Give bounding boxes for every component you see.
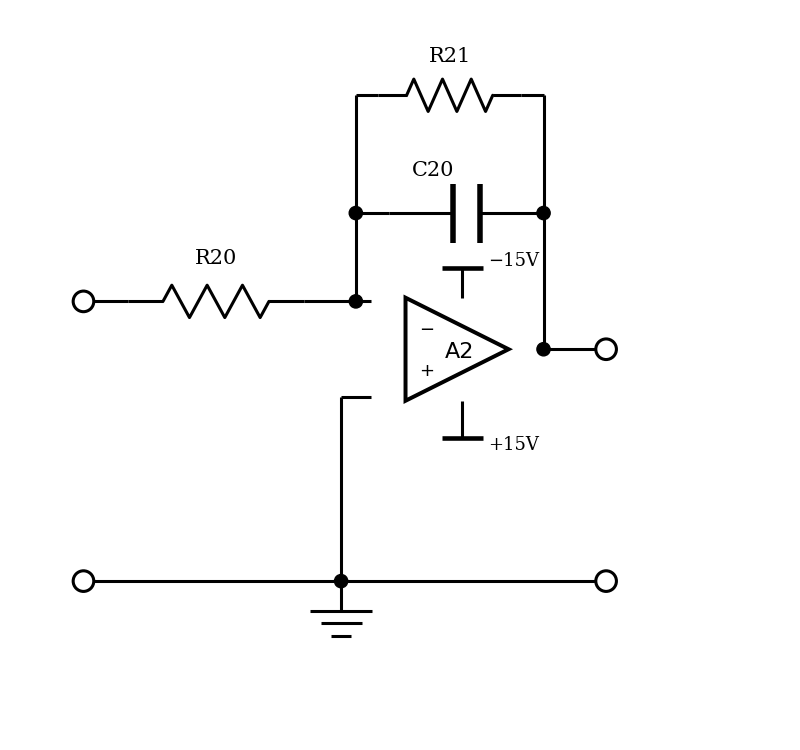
Text: $+$: $+$ — [418, 362, 434, 380]
Circle shape — [537, 206, 550, 220]
Circle shape — [350, 206, 362, 220]
Text: R21: R21 — [429, 46, 471, 66]
Text: $-$: $-$ — [418, 319, 434, 337]
Text: C20: C20 — [412, 161, 454, 180]
Text: +15V: +15V — [488, 436, 539, 454]
Text: −15V: −15V — [488, 252, 539, 270]
Circle shape — [537, 343, 550, 355]
Text: A2: A2 — [445, 342, 474, 362]
Circle shape — [334, 574, 348, 588]
Circle shape — [350, 295, 362, 308]
Text: R20: R20 — [194, 249, 237, 268]
